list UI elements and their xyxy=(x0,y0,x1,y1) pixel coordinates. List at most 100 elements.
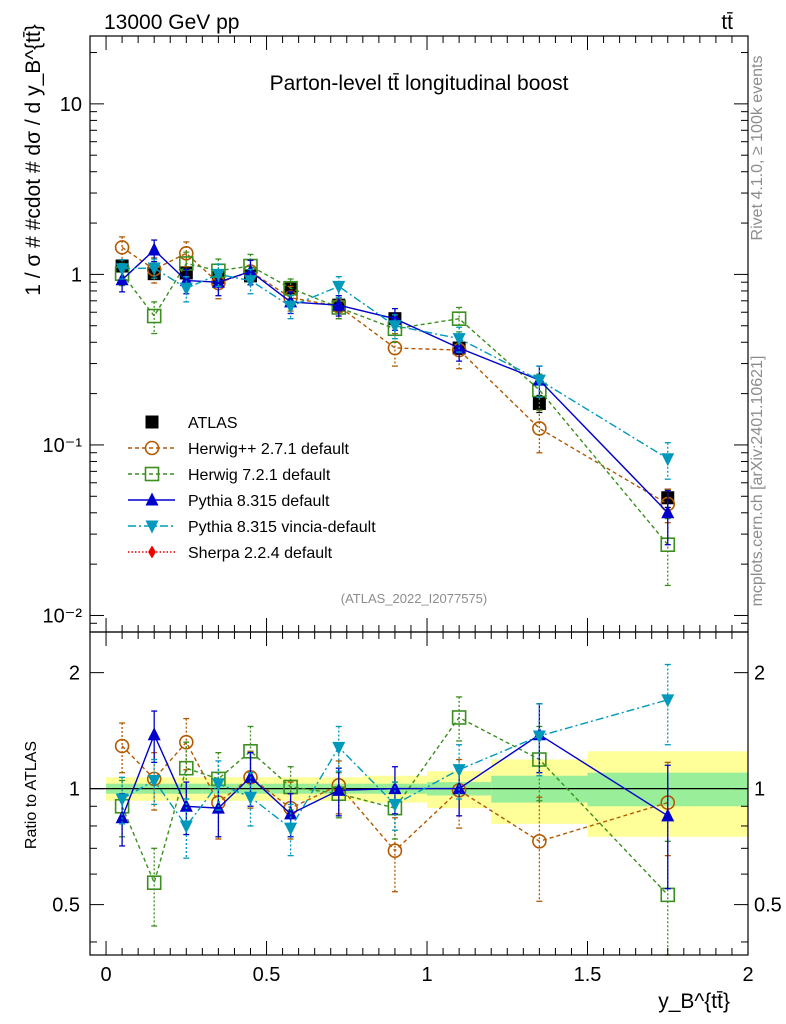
x-tick-label: 1 xyxy=(421,964,432,986)
main-point xyxy=(284,300,298,314)
energy-label: 13000 GeV pp xyxy=(104,11,239,34)
legend-entry: Herwig++ 2.7.1 default xyxy=(128,440,350,458)
ratio-y-tick-label: 0.5 xyxy=(52,895,80,917)
legend-marker xyxy=(145,415,159,429)
main-series-4 xyxy=(115,258,675,480)
axes-layer: 10 1 10⁻¹ 10⁻² 0.5 0.5 1 1 2 2 0 0.5 1 1.5 2 xyxy=(43,35,782,986)
x-tick-label: 2 xyxy=(742,964,753,986)
main-point xyxy=(451,311,467,326)
main-point xyxy=(147,242,161,256)
main-point xyxy=(661,505,675,519)
main-series-layer xyxy=(114,236,676,587)
ratio-point xyxy=(178,734,194,750)
ratio-y-tick-label-right: 0.5 xyxy=(754,895,782,917)
legend-label: Herwig 7.2.1 default xyxy=(188,467,331,484)
legend-marker xyxy=(145,492,159,506)
main-point xyxy=(211,268,225,282)
ratio-point xyxy=(211,800,225,814)
main-point xyxy=(178,245,194,261)
ratio-y-tick-label: 2 xyxy=(69,663,80,685)
ratio-point xyxy=(211,778,225,792)
ratio-point xyxy=(179,798,193,812)
legend: ATLAS Herwig++ 2.7.1 default Herwig 7.2.1 … xyxy=(128,415,376,562)
x-tick-label: 0.5 xyxy=(253,964,281,986)
ratio-point xyxy=(332,741,346,755)
ratio-point xyxy=(452,781,466,795)
ratio-series-3 xyxy=(115,663,675,859)
main-point xyxy=(452,340,466,354)
ratio-point xyxy=(284,822,298,836)
legend-marker xyxy=(145,520,159,534)
ratio-point xyxy=(243,769,257,783)
main-point xyxy=(452,333,466,347)
ratio-y-tick-label-right: 1 xyxy=(754,779,765,801)
legend-entry: Sherpa 2.2.4 default xyxy=(128,545,333,562)
main-point xyxy=(532,374,546,388)
legend-label: Sherpa 2.2.4 default xyxy=(188,545,333,562)
main-point xyxy=(146,308,162,324)
legend-entry: Pythia 8.315 default xyxy=(128,492,330,510)
legend-entry: ATLAS xyxy=(145,415,238,432)
main-point xyxy=(243,275,257,289)
ratio-y-axis-label: Ratio to ATLAS xyxy=(23,741,40,849)
main-series-line xyxy=(121,246,669,505)
legend-label: Pythia 8.315 default xyxy=(188,493,330,510)
ratio-point xyxy=(532,730,546,744)
main-y-tick-label: 10 xyxy=(60,94,82,116)
legend-marker xyxy=(144,440,160,456)
main-y-tick-label: 10⁻¹ xyxy=(43,435,83,457)
ratio-point xyxy=(387,843,403,859)
ratio-point xyxy=(146,875,162,890)
legend-entry: Pythia 8.315 vincia-default xyxy=(128,519,376,536)
legend-label: Pythia 8.315 vincia-default xyxy=(188,519,376,536)
x-tick-label: 0 xyxy=(100,964,111,986)
x-axis-label: y_B^{tt̄} xyxy=(658,990,730,1013)
main-point xyxy=(115,263,129,277)
ratio-point xyxy=(332,782,346,796)
x-tick-label: 1.5 xyxy=(574,964,602,986)
analysis-label: (ATLAS_2022_I2077575) xyxy=(341,591,487,606)
legend-label: ATLAS xyxy=(188,415,238,432)
ratio-point xyxy=(178,760,194,776)
ratio-point xyxy=(114,738,130,754)
ratio-point xyxy=(115,793,129,807)
main-point xyxy=(114,240,130,255)
source-label: mcplots.cern.ch [arXiv:2401.10621] xyxy=(749,356,766,607)
main-point xyxy=(147,262,161,276)
ratio-point xyxy=(661,694,675,708)
rivet-label: Rivet 4.1.0, ≥ 100k events xyxy=(749,56,766,241)
ratio-point xyxy=(115,810,129,824)
main-point xyxy=(388,320,402,334)
ratio-series-layer xyxy=(114,663,676,956)
process-label: tt̄ xyxy=(721,11,733,34)
legend-label: Herwig++ 2.7.1 default xyxy=(188,441,350,458)
ratio-point xyxy=(661,808,675,822)
chart-title: Parton-level tt̄ longitudinal boost xyxy=(270,72,569,95)
main-point xyxy=(179,282,193,296)
main-series-line xyxy=(121,262,669,546)
ratio-point xyxy=(147,774,161,788)
main-point xyxy=(532,421,547,436)
main-y-tick-label: 1 xyxy=(71,264,82,286)
ratio-y-tick-label: 1 xyxy=(69,779,80,801)
ratio-point xyxy=(179,820,193,834)
ratio-point xyxy=(452,764,466,778)
main-point xyxy=(332,280,346,294)
main-y-axis-label: 1 / σ # #cdot # dσ / d y_B^{tt̄} xyxy=(22,24,45,296)
legend-marker xyxy=(148,545,156,559)
main-point xyxy=(661,453,675,467)
ratio-frame xyxy=(89,631,749,956)
ratio-point xyxy=(451,710,467,725)
main-series-line xyxy=(122,267,669,460)
ratio-point xyxy=(243,791,257,805)
ratio-y-tick-label-right: 2 xyxy=(754,663,765,685)
ratio-point xyxy=(147,727,161,741)
ratio-point xyxy=(532,833,547,849)
main-frame xyxy=(89,35,749,633)
main-y-tick-label: 10⁻² xyxy=(43,605,83,627)
legend-entry: Herwig 7.2.1 default xyxy=(128,466,331,484)
legend-marker xyxy=(144,466,160,482)
main-point xyxy=(332,297,346,311)
ratio-series-line xyxy=(121,716,669,896)
